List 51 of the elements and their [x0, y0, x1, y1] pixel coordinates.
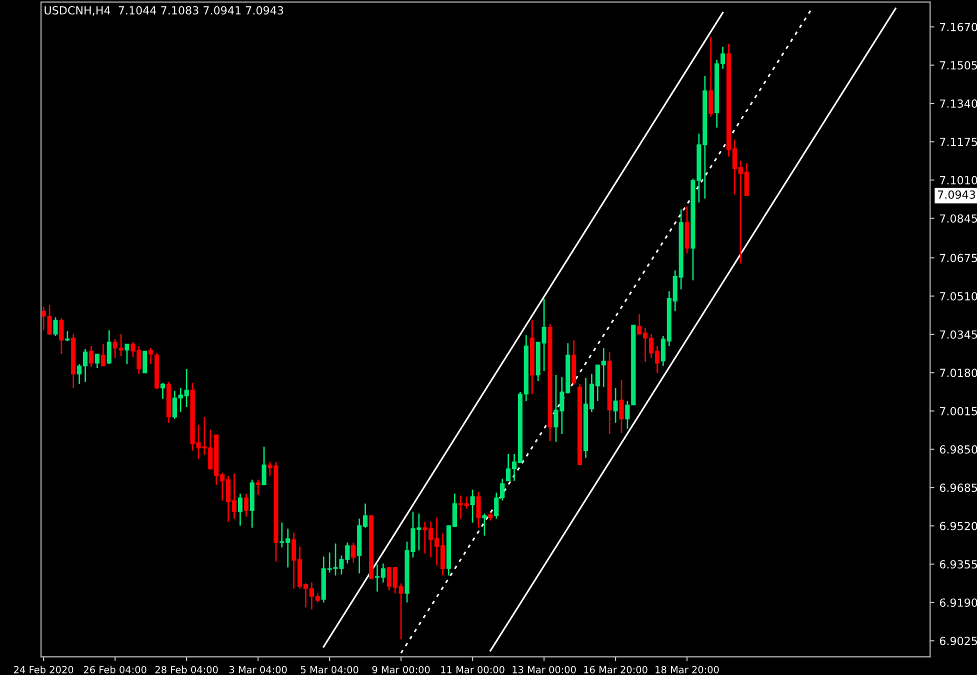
x-tick-label: 16 Mar 20:00 [584, 666, 648, 674]
y-tick-label: 7.0845 [940, 214, 977, 223]
candlestick [65, 330, 70, 342]
y-tick-label: 7.1670 [940, 22, 977, 32]
candlestick [100, 343, 106, 367]
candlestick [470, 488, 475, 524]
candlestick [482, 512, 487, 536]
x-tick-label: 9 Mar 00:00 [372, 666, 430, 674]
y-tick-label: 6.9685 [940, 484, 977, 492]
x-tick-label: 26 Feb 04:00 [84, 666, 146, 674]
y-tick-label: 7.1175 [940, 138, 977, 146]
candlestick [476, 491, 481, 528]
y-tick-label: 6.9850 [940, 445, 977, 454]
candlestick [88, 345, 94, 368]
y-tick-label: 7.1010 [940, 176, 977, 184]
y-tick-label: 7.0675 [940, 254, 977, 262]
x-tick-label: 18 Mar 20:00 [656, 666, 719, 674]
candlestick [619, 379, 624, 434]
y-tick-label: 7.1505 [940, 61, 977, 70]
candlestick [244, 492, 248, 518]
candlestick [160, 382, 166, 400]
x-tick-label: 5 Mar 04:00 [300, 666, 358, 674]
y-tick-label: 7.0180 [940, 368, 977, 378]
candlestick [53, 316, 58, 337]
candlestick [142, 350, 148, 374]
candlestick [262, 446, 266, 486]
y-tick-label: 6.9025 [940, 636, 977, 646]
x-tick-label: 13 Mar 00:00 [512, 666, 576, 674]
y-tick-label: 7.1340 [940, 99, 977, 108]
text: 7.0943 [938, 190, 976, 199]
y-tick-label: 6.9355 [940, 560, 977, 569]
y-tick-label: 6.9520 [940, 522, 977, 530]
candlestick [238, 492, 242, 526]
candlestick [613, 387, 618, 424]
x-tick-label: 28 Feb 04:00 [155, 666, 218, 674]
chart-title: USDCNH,H4 7.1044 7.1083 7.0941 7.0943 [44, 6, 284, 16]
candlestick [708, 36, 714, 118]
x-tick-label: 3 Mar 04:00 [229, 666, 287, 674]
candlestick [94, 353, 100, 369]
x-tick-label: 11 Mar 00:00 [441, 666, 504, 674]
candlestick [256, 478, 260, 496]
candlestick [351, 542, 356, 564]
y-tick-label: 7.0345 [940, 330, 977, 339]
x-tick-label: 24 Feb 2020 [14, 666, 74, 674]
candlestick [106, 330, 112, 365]
y-tick-label: 6.9190 [940, 598, 977, 607]
candlestick [59, 317, 64, 355]
y-tick-label: 7.0510 [940, 292, 977, 300]
y-tick-label: 7.0015 [940, 406, 977, 416]
candlestick [148, 347, 154, 365]
candlestick [124, 343, 130, 365]
